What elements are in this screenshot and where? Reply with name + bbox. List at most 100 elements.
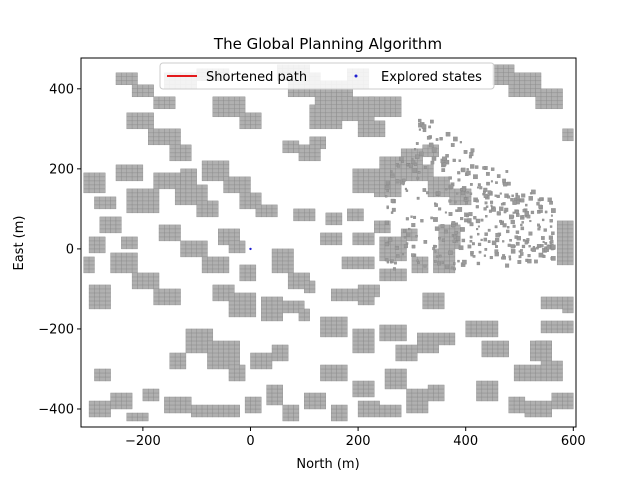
obstacle-block <box>465 320 499 338</box>
scattered-obstacle <box>544 246 547 250</box>
obstacle-block <box>250 352 273 370</box>
scattered-obstacle <box>539 209 543 213</box>
x-tick-label: 200 <box>346 434 371 449</box>
scattered-obstacle <box>454 200 457 204</box>
scattered-obstacle <box>421 124 427 129</box>
scattered-obstacle <box>388 237 393 242</box>
scattered-obstacle <box>411 223 416 228</box>
obstacle-block <box>357 296 375 306</box>
scattered-obstacle <box>434 245 438 248</box>
scattered-obstacle <box>537 227 541 231</box>
scattered-obstacle <box>431 156 437 161</box>
scattered-obstacle <box>530 210 535 215</box>
obstacle-block <box>201 160 230 182</box>
scattered-obstacle <box>435 255 439 258</box>
obstacle-block <box>239 264 257 282</box>
scattered-obstacle <box>420 219 424 223</box>
obstacle-block <box>158 224 181 242</box>
scattered-obstacle <box>546 245 551 250</box>
scattered-obstacle <box>450 143 455 147</box>
obstacle-block <box>99 216 122 234</box>
obstacle-block <box>357 284 380 298</box>
scattered-obstacle <box>441 168 446 173</box>
y-tick-label: 0 <box>66 242 74 257</box>
scattered-obstacle <box>460 188 464 191</box>
scattered-obstacle <box>433 217 438 222</box>
scattered-obstacle <box>431 147 437 153</box>
scattered-obstacle <box>551 256 556 261</box>
scattered-obstacle <box>390 211 394 214</box>
scattered-obstacle <box>384 220 389 225</box>
scattered-obstacle <box>442 162 447 167</box>
obstacle-block <box>266 384 283 406</box>
obstacle-block <box>255 204 278 218</box>
obstacle-block <box>379 404 402 418</box>
scattered-obstacle <box>466 191 469 194</box>
scattered-obstacle <box>444 159 450 165</box>
obstacle-block <box>196 200 219 218</box>
scattered-obstacle <box>480 238 483 242</box>
scattered-obstacle <box>527 258 532 264</box>
scattered-obstacle <box>506 181 511 186</box>
scattered-obstacle <box>386 189 389 193</box>
obstacle-block <box>88 400 111 418</box>
explored-states-layer <box>249 247 252 251</box>
scattered-obstacle <box>496 194 500 198</box>
scattered-obstacle <box>484 232 488 236</box>
scattered-obstacle <box>469 183 473 186</box>
scattered-obstacle <box>520 223 523 227</box>
scattered-obstacle <box>413 162 418 166</box>
scattered-obstacle <box>496 174 501 178</box>
scattered-obstacle <box>390 198 395 203</box>
obstacle-block <box>191 404 219 418</box>
scattered-obstacle <box>439 254 442 258</box>
obstacle-block <box>169 352 187 370</box>
scattered-obstacle <box>406 163 409 166</box>
scattered-obstacle <box>402 229 407 233</box>
scattered-obstacle <box>483 254 487 257</box>
scattered-obstacle <box>538 225 541 228</box>
obstacle-block <box>304 280 316 294</box>
scattered-obstacle <box>445 188 448 191</box>
scattered-obstacle <box>423 165 427 169</box>
scattered-obstacle <box>512 200 517 205</box>
scattered-obstacle <box>444 264 450 269</box>
scattered-obstacle <box>494 225 498 229</box>
scattered-obstacle <box>405 189 409 192</box>
obstacle-block <box>126 412 149 422</box>
obstacle-block <box>551 392 574 410</box>
obstacle-block <box>427 384 445 402</box>
scattered-obstacle <box>408 227 411 231</box>
obstacle-block <box>298 308 310 322</box>
scattered-obstacle <box>451 221 456 225</box>
obstacle-block <box>508 72 542 98</box>
scattered-obstacle <box>411 244 416 249</box>
scattered-obstacle <box>484 201 488 205</box>
scattered-obstacle <box>464 218 468 223</box>
scattered-obstacle <box>468 155 472 159</box>
scattered-obstacle <box>529 220 532 223</box>
scattered-obstacle <box>411 158 414 161</box>
obstacle-block <box>169 144 192 162</box>
obstacle-block <box>88 284 111 310</box>
scattered-obstacle <box>544 242 548 245</box>
scattered-obstacle <box>477 183 481 187</box>
scattered-obstacle <box>426 135 431 140</box>
scattered-obstacle <box>432 247 436 251</box>
scattered-obstacle <box>445 131 451 137</box>
obstacle-block <box>201 256 230 274</box>
scattered-obstacle <box>514 235 518 239</box>
scattered-obstacle <box>405 242 409 245</box>
scattered-obstacle <box>422 188 427 192</box>
scattered-obstacle <box>490 167 495 171</box>
obstacle-block <box>379 268 407 282</box>
scattered-obstacle <box>503 210 507 214</box>
scattered-obstacle <box>483 193 488 198</box>
scattered-obstacle <box>547 197 552 202</box>
scattered-obstacle <box>531 247 536 252</box>
obstacle-block <box>207 340 240 370</box>
scattered-obstacle <box>475 165 479 169</box>
scattered-obstacle <box>458 159 462 162</box>
obstacle-block <box>406 388 429 414</box>
